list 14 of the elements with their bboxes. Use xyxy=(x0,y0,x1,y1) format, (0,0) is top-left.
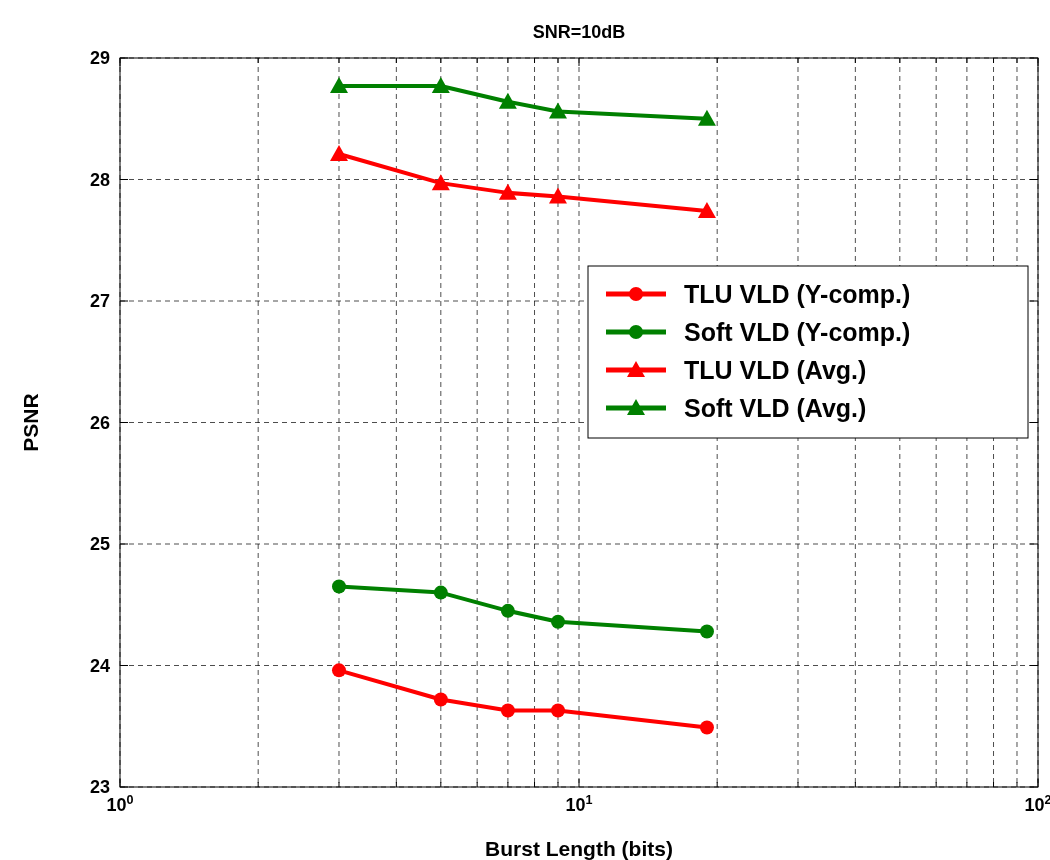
legend-label: Soft VLD (Y-comp.) xyxy=(684,318,911,346)
y-tick-label: 26 xyxy=(89,412,110,433)
legend-label: TLU VLD (Y-comp.) xyxy=(684,280,911,308)
chart-title: SNR=10dB xyxy=(532,22,626,42)
legend-label: TLU VLD (Avg.) xyxy=(684,356,867,384)
y-tick-label: 27 xyxy=(89,291,110,311)
legend-label: Soft VLD (Avg.) xyxy=(684,394,867,422)
y-tick-label: 28 xyxy=(89,169,110,190)
y-tick-label: 25 xyxy=(89,534,110,554)
x-tick-label: 10$^{1}$ xyxy=(565,793,593,815)
y-axis-title: PSNR xyxy=(19,393,42,452)
y-tick-label: 29 xyxy=(89,48,110,68)
y-tick-label: 24 xyxy=(89,655,110,676)
x-axis-title: Burst Length (bits) xyxy=(485,837,673,860)
